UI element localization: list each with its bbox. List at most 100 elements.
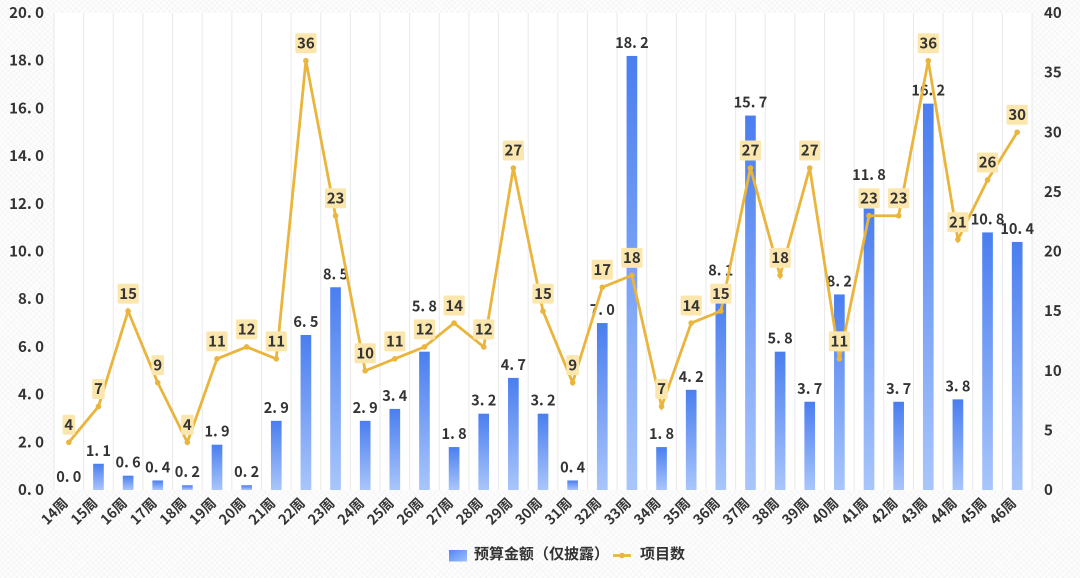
svg-text:16. 2: 16. 2: [911, 80, 945, 101]
svg-text:27周: 27周: [422, 493, 458, 529]
svg-text:46周: 46周: [985, 493, 1021, 529]
svg-text:4. 0: 4. 0: [18, 384, 44, 405]
svg-text:23: 23: [890, 187, 908, 208]
svg-text:24周: 24周: [333, 493, 369, 529]
svg-text:11: 11: [267, 331, 285, 352]
svg-text:11: 11: [208, 331, 226, 352]
svg-text:21周: 21周: [244, 493, 280, 529]
svg-text:15. 7: 15. 7: [734, 92, 768, 113]
svg-text:6. 5: 6. 5: [293, 311, 318, 332]
svg-text:5. 8: 5. 8: [412, 295, 437, 316]
svg-text:27: 27: [505, 140, 523, 161]
svg-text:23周: 23周: [303, 493, 339, 529]
svg-text:0: 0: [1044, 479, 1053, 500]
svg-text:16. 0: 16. 0: [9, 97, 44, 118]
svg-text:4. 2: 4. 2: [679, 366, 704, 387]
svg-text:15: 15: [534, 283, 552, 304]
svg-text:1. 1: 1. 1: [86, 440, 111, 461]
svg-text:18周: 18周: [155, 493, 191, 529]
svg-text:25: 25: [1044, 181, 1062, 202]
svg-text:14. 0: 14. 0: [9, 145, 44, 166]
svg-text:6. 0: 6. 0: [18, 336, 44, 357]
svg-text:4: 4: [64, 414, 73, 435]
svg-text:25周: 25周: [363, 493, 399, 529]
svg-text:15: 15: [119, 283, 137, 304]
svg-text:16周: 16周: [96, 493, 132, 529]
svg-text:11: 11: [386, 331, 404, 352]
svg-text:10. 8: 10. 8: [971, 208, 1005, 229]
svg-text:35周: 35周: [659, 493, 695, 529]
svg-text:41周: 41周: [837, 493, 873, 529]
svg-text:18. 0: 18. 0: [9, 50, 44, 71]
svg-text:28周: 28周: [452, 493, 488, 529]
svg-text:3. 2: 3. 2: [530, 390, 555, 411]
svg-text:4: 4: [183, 414, 192, 435]
svg-text:35: 35: [1044, 62, 1062, 83]
svg-text:30: 30: [1008, 104, 1026, 125]
svg-text:37周: 37周: [718, 493, 754, 529]
svg-text:20. 0: 20. 0: [9, 2, 44, 23]
svg-text:40周: 40周: [807, 493, 843, 529]
svg-text:11. 8: 11. 8: [852, 164, 886, 185]
svg-text:23: 23: [860, 187, 878, 208]
svg-text:27: 27: [801, 140, 819, 161]
svg-text:7: 7: [657, 378, 666, 399]
svg-text:12: 12: [238, 319, 256, 340]
svg-text:0. 4: 0. 4: [145, 456, 171, 477]
svg-text:22周: 22周: [274, 493, 310, 529]
svg-text:36: 36: [297, 32, 315, 53]
svg-text:40: 40: [1044, 2, 1062, 23]
svg-text:10: 10: [1044, 360, 1062, 381]
svg-text:0. 2: 0. 2: [234, 461, 259, 482]
svg-text:5. 8: 5. 8: [768, 328, 793, 349]
svg-text:26周: 26周: [392, 493, 428, 529]
svg-text:11: 11: [831, 331, 849, 352]
svg-text:17: 17: [593, 259, 611, 280]
svg-text:14: 14: [445, 295, 463, 316]
svg-text:18: 18: [623, 247, 641, 268]
svg-text:17周: 17周: [126, 493, 162, 529]
svg-text:30周: 30周: [511, 493, 547, 529]
svg-text:1. 8: 1. 8: [649, 423, 674, 444]
svg-text:12: 12: [475, 319, 493, 340]
svg-text:2. 9: 2. 9: [264, 397, 289, 418]
svg-text:3. 4: 3. 4: [382, 385, 408, 406]
svg-text:44周: 44周: [926, 493, 962, 529]
svg-text:9: 9: [153, 354, 162, 375]
svg-text:1. 9: 1. 9: [204, 421, 229, 442]
svg-text:8. 2: 8. 2: [827, 270, 852, 291]
svg-text:23: 23: [327, 187, 345, 208]
svg-text:19周: 19周: [185, 493, 221, 529]
svg-text:12. 0: 12. 0: [9, 193, 44, 214]
svg-text:3. 2: 3. 2: [471, 390, 496, 411]
svg-text:39周: 39周: [778, 493, 814, 529]
svg-text:项目数: 项目数: [640, 543, 685, 564]
svg-text:36周: 36周: [689, 493, 725, 529]
svg-text:29周: 29周: [481, 493, 517, 529]
svg-text:0. 0: 0. 0: [56, 466, 81, 487]
svg-text:8. 0: 8. 0: [18, 288, 44, 309]
svg-text:10. 0: 10. 0: [9, 241, 44, 262]
svg-text:预算金额（仅披露）: 预算金额（仅披露）: [474, 543, 609, 564]
svg-text:3. 7: 3. 7: [886, 378, 911, 399]
svg-text:20: 20: [1044, 241, 1062, 262]
svg-text:0. 6: 0. 6: [116, 452, 141, 473]
svg-text:10. 4: 10. 4: [1000, 218, 1034, 239]
svg-text:36: 36: [919, 32, 937, 53]
svg-text:26: 26: [979, 152, 997, 173]
svg-text:27: 27: [742, 140, 760, 161]
svg-text:1. 8: 1. 8: [442, 423, 467, 444]
svg-text:34周: 34周: [629, 493, 665, 529]
svg-text:15周: 15周: [66, 493, 102, 529]
svg-text:42周: 42周: [866, 493, 902, 529]
svg-text:5: 5: [1044, 419, 1053, 440]
svg-text:3. 8: 3. 8: [945, 375, 970, 396]
svg-text:12: 12: [416, 319, 434, 340]
svg-text:18: 18: [771, 247, 789, 268]
svg-text:9: 9: [568, 354, 577, 375]
svg-text:10: 10: [356, 342, 374, 363]
svg-text:15: 15: [712, 283, 730, 304]
svg-text:20周: 20周: [214, 493, 250, 529]
svg-text:32周: 32周: [570, 493, 606, 529]
svg-text:4. 7: 4. 7: [501, 354, 526, 375]
